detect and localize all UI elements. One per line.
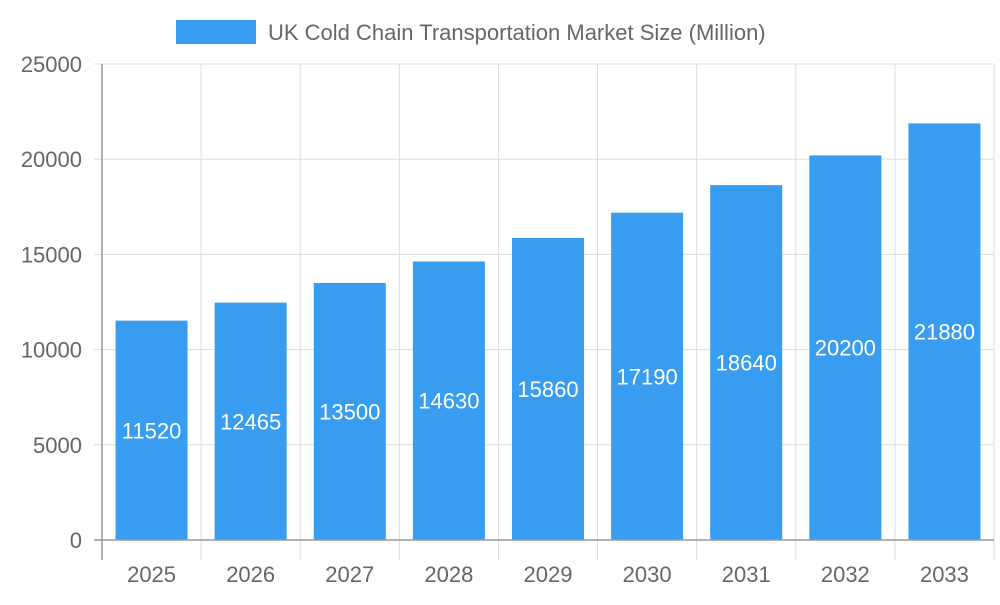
bar-2031[interactable] <box>710 185 783 540</box>
x-tick-label: 2026 <box>226 562 275 587</box>
y-tick-label: 20000 <box>21 147 82 172</box>
bar-2032[interactable] <box>809 155 882 540</box>
bar-2033[interactable] <box>908 123 981 541</box>
data-label: 17190 <box>617 364 678 389</box>
data-label: 14630 <box>418 389 479 414</box>
x-tick-label: 2031 <box>722 562 771 587</box>
x-tick-label: 2032 <box>821 562 870 587</box>
y-tick-label: 5000 <box>33 433 82 458</box>
x-tick-label: 2027 <box>325 562 374 587</box>
bar-2028[interactable] <box>412 261 485 540</box>
y-tick-label: 15000 <box>21 242 82 267</box>
grid-lines <box>94 63 995 560</box>
x-tick-label: 2033 <box>920 562 969 587</box>
y-tick-label: 25000 <box>21 52 82 77</box>
x-tick-label: 2028 <box>424 562 473 587</box>
data-label: 12465 <box>220 409 281 434</box>
x-tick-label: 2030 <box>623 562 672 587</box>
data-label: 20200 <box>815 336 876 361</box>
bar-2027[interactable] <box>313 282 386 540</box>
bar-2029[interactable] <box>512 238 584 540</box>
bar-2026[interactable] <box>214 302 287 540</box>
legend-swatch <box>176 20 256 44</box>
x-tick-label: 2029 <box>524 562 573 587</box>
data-label: 15860 <box>517 377 578 402</box>
legend[interactable]: UK Cold Chain Transportation Market Size… <box>176 20 766 45</box>
data-label: 11520 <box>122 418 182 443</box>
bars: 11520 12465 13500 14630 15860 17190 18640 20200… <box>115 123 981 541</box>
y-tick-label: 10000 <box>21 338 82 363</box>
bar-2030[interactable] <box>611 212 684 540</box>
data-label: 21880 <box>914 320 975 345</box>
axes: 0 5000 10000 15000 20000 25000 2025 2026 2027 202… <box>21 52 994 587</box>
x-tick-label: 2025 <box>127 562 176 587</box>
legend-label: UK Cold Chain Transportation Market Size… <box>268 20 766 45</box>
data-label: 13500 <box>319 399 380 424</box>
y-tick-label: 0 <box>70 528 82 553</box>
data-label: 18640 <box>716 351 777 376</box>
bar-2025[interactable] <box>115 320 188 540</box>
